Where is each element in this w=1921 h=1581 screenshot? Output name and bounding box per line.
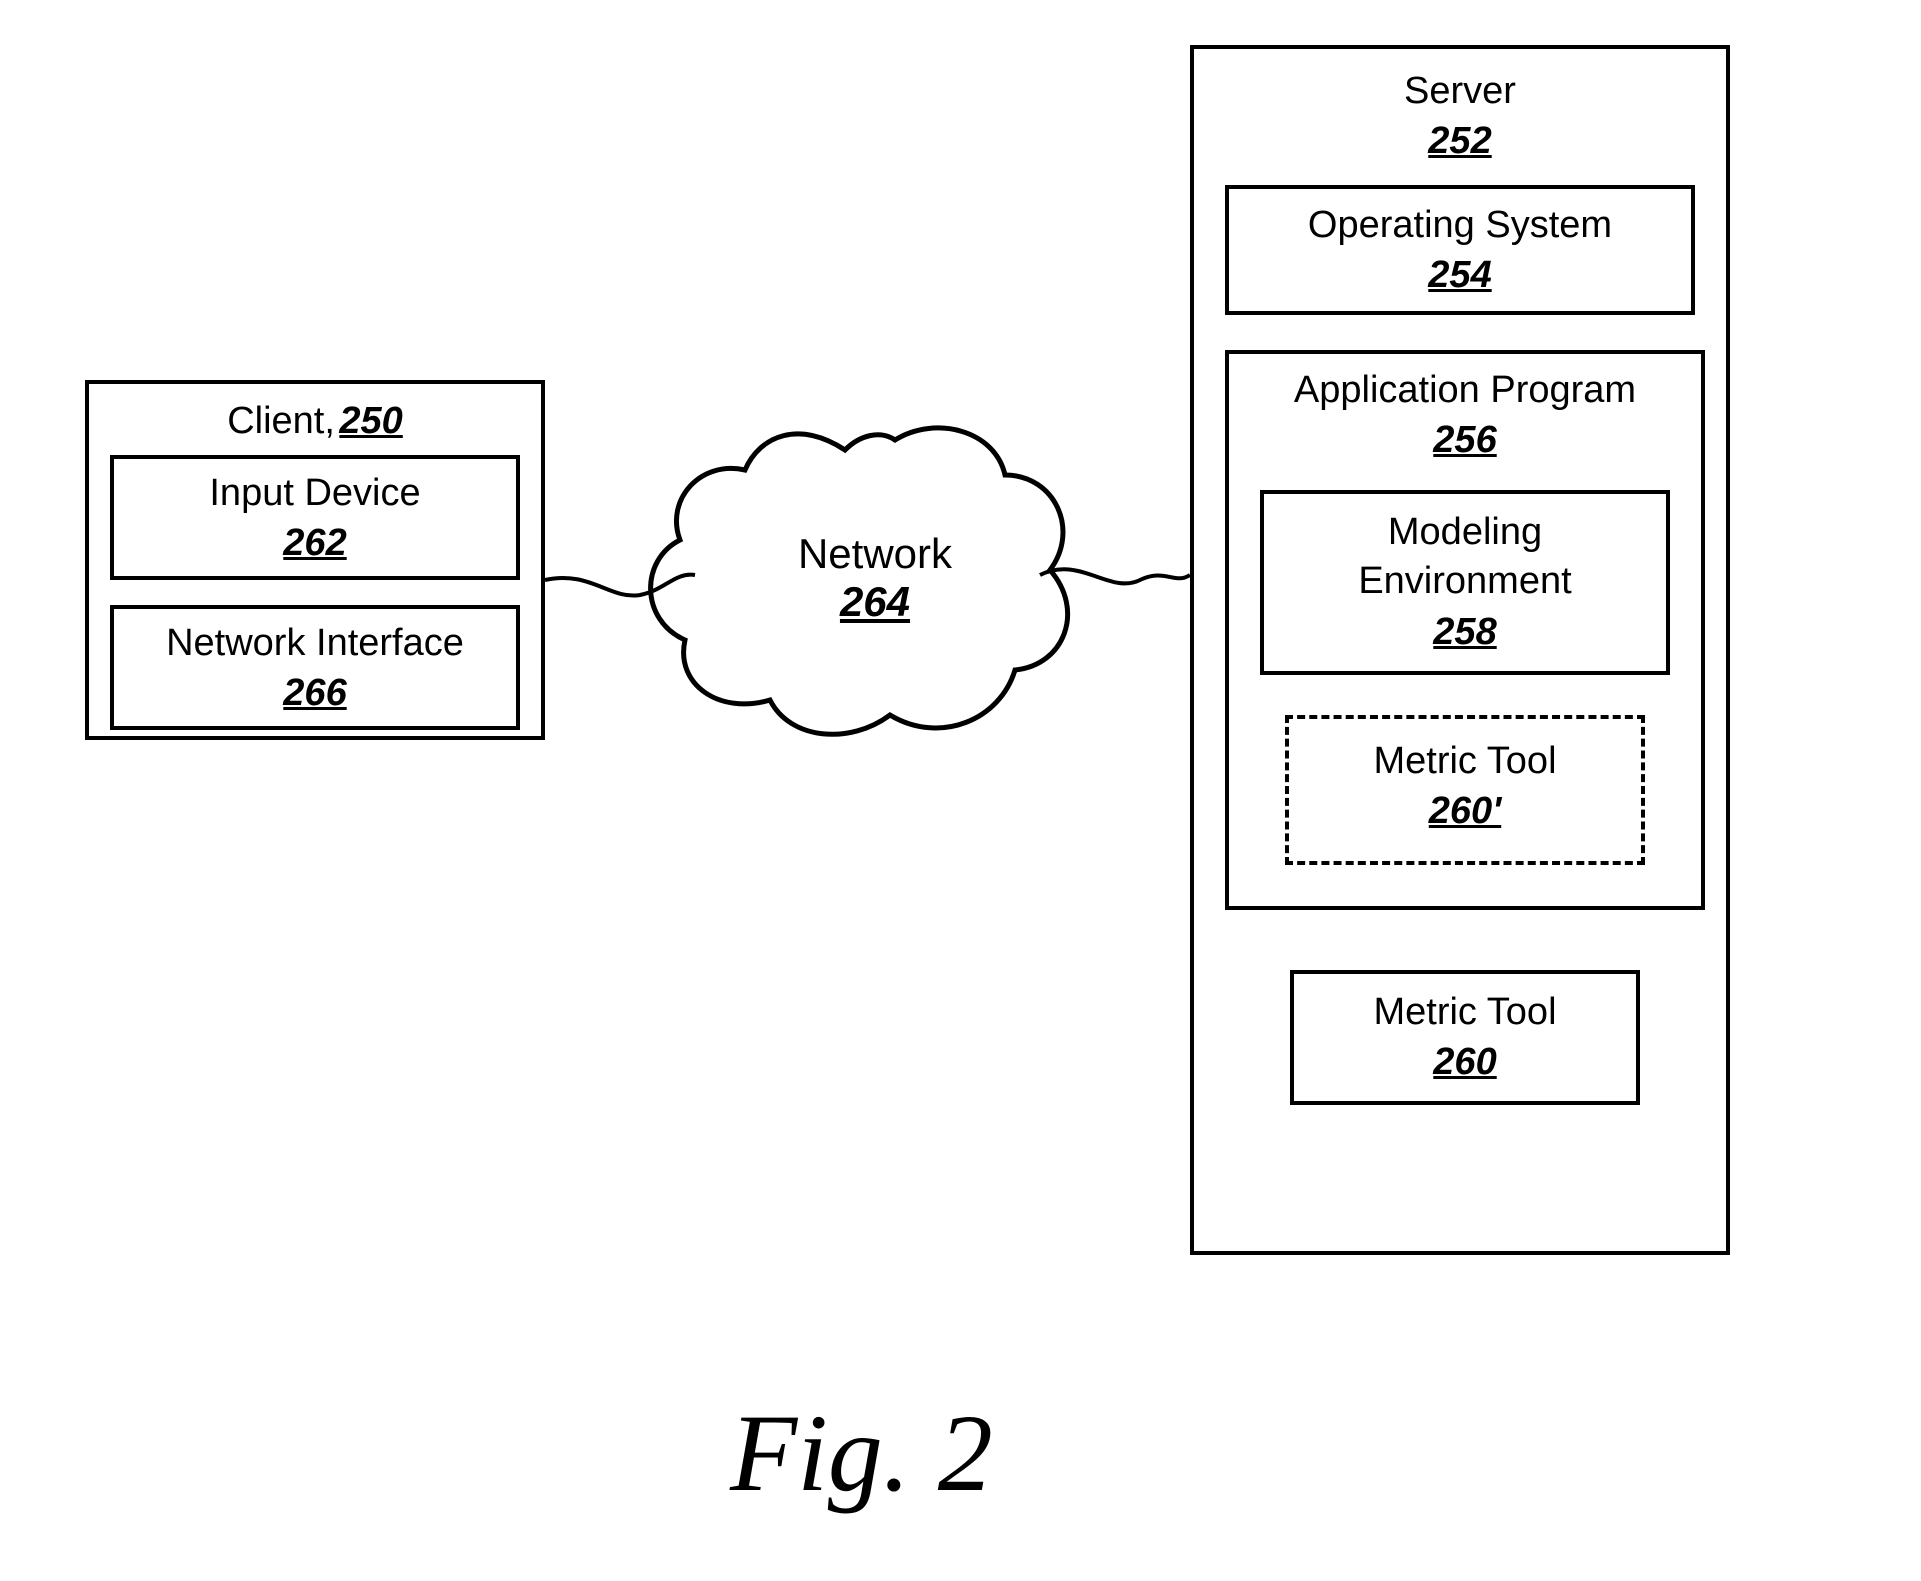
modeling-label-2: Environment [1264,557,1666,606]
metric-tool-prime-label: Metric Tool [1289,737,1641,786]
metric-tool-prime-box: Metric Tool 260' [1285,715,1645,865]
server-label: Server [1194,67,1726,116]
app-num: 256 [1433,419,1496,462]
modeling-box: Modeling Environment 258 [1260,490,1670,675]
figure-caption: Fig. 2 [730,1390,993,1517]
network-num: 264 [840,578,910,625]
network-label: Network [785,530,965,578]
os-num: 254 [1428,254,1491,297]
app-label: Application Program [1229,366,1701,415]
server-title: Server 252 [1194,49,1726,163]
system-diagram: Client, 250 Input Device 262 Network Int… [0,0,1921,1581]
app-title: Application Program 256 [1229,354,1701,462]
os-label: Operating System [1229,201,1691,250]
metric-tool-label: Metric Tool [1294,988,1636,1037]
os-box: Operating System 254 [1225,185,1695,315]
network-label-wrap: Network 264 [785,530,965,626]
connector-right [1040,569,1190,583]
metric-tool-num: 260 [1433,1041,1496,1084]
metric-tool-prime-num: 260' [1429,790,1501,833]
metric-tool-box: Metric Tool 260 [1290,970,1640,1105]
server-num: 252 [1428,120,1491,163]
modeling-num: 258 [1433,611,1496,654]
modeling-label-1: Modeling [1264,508,1666,557]
